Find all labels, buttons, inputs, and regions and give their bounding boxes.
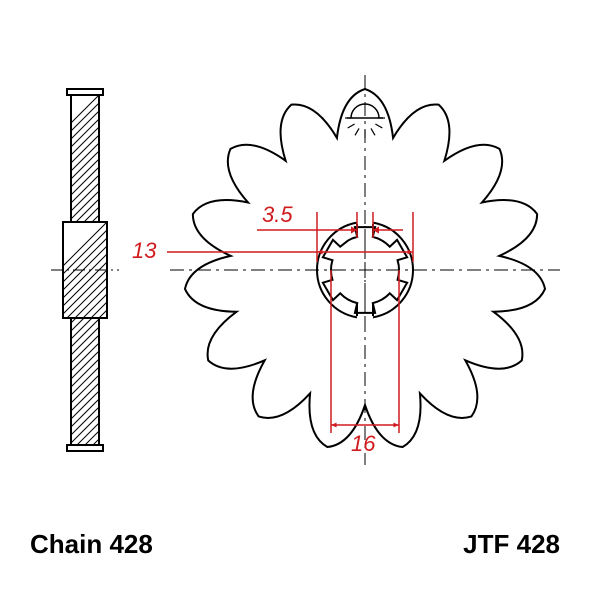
chain-spec-label: Chain 428 <box>30 529 153 560</box>
dimension-width-13: 13 <box>132 238 156 264</box>
part-number-label: JTF 428 <box>463 529 560 560</box>
dimension-gap-3p5: 3.5 <box>262 202 293 228</box>
dimension-bore-16: 16 <box>351 431 375 457</box>
sprocket-side-view <box>51 89 119 467</box>
technical-drawing: Chain 428 JTF 428 13 3.5 16 <box>0 0 600 600</box>
drawing-canvas <box>0 0 600 600</box>
dimension-annotations <box>167 212 413 433</box>
